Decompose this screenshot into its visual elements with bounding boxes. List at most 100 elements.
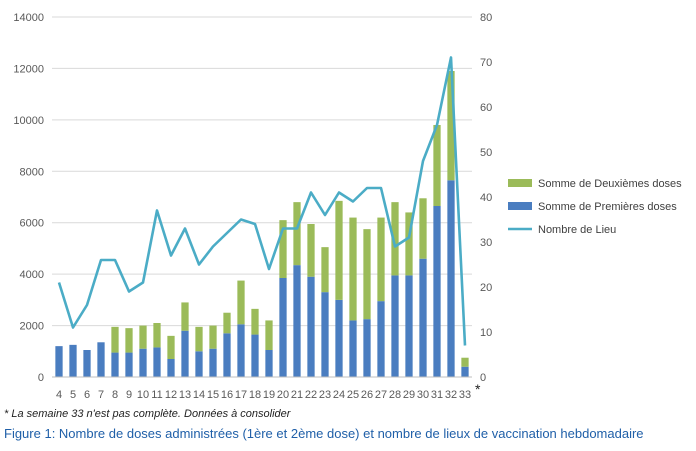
bar-premieres-doses <box>405 275 413 377</box>
bar-deuxiemes-doses <box>363 229 371 320</box>
y-tick-label: 14000 <box>13 12 44 24</box>
legend-swatch <box>508 202 532 210</box>
x-tick-label: 17 <box>235 389 247 401</box>
x-tick-label: 21 <box>291 389 303 401</box>
legend: Somme de Deuxièmes doses Somme de Premièr… <box>508 178 682 236</box>
y-tick-label: 2000 <box>20 321 44 333</box>
legend-label: Nombre de Lieu <box>538 224 616 236</box>
bar-premieres-doses <box>55 346 63 377</box>
figure-caption: Figure 1: Nombre de doses administrées (… <box>4 426 644 441</box>
bar-premieres-doses <box>97 342 105 377</box>
incomplete-week-marker: * <box>475 381 481 397</box>
x-tick-label: 16 <box>221 389 233 401</box>
bar-deuxiemes-doses <box>153 323 161 348</box>
bar-deuxiemes-doses <box>335 200 343 300</box>
y-tick-label: 6000 <box>20 218 44 230</box>
x-tick-label: 25 <box>347 389 359 401</box>
x-tick-label: 10 <box>137 389 149 401</box>
bar-premieres-doses <box>321 292 329 377</box>
bar-premieres-doses <box>83 350 91 377</box>
bar-deuxiemes-doses <box>251 308 259 335</box>
bar-premieres-doses <box>111 352 119 377</box>
legend-swatch <box>508 179 532 187</box>
bar-premieres-doses <box>391 275 399 377</box>
bar-deuxiemes-doses <box>433 125 441 206</box>
bar-deuxiemes-doses <box>125 328 133 353</box>
bar-premieres-doses <box>419 258 427 377</box>
x-tick-label: 9 <box>126 389 132 401</box>
bar-premieres-doses <box>447 180 455 377</box>
x-tick-label: 8 <box>112 389 118 401</box>
y2-tick-label: 60 <box>480 102 492 114</box>
bar-deuxiemes-doses <box>265 320 273 350</box>
x-tick-label: 12 <box>165 389 177 401</box>
bar-deuxiemes-doses <box>195 326 203 352</box>
y-tick-label: 8000 <box>20 166 44 178</box>
line-series <box>57 56 467 346</box>
x-tick-label: 24 <box>333 389 345 401</box>
x-tick-label: 7 <box>98 389 104 401</box>
bar-deuxiemes-doses <box>139 325 147 349</box>
bar-premieres-doses <box>195 351 203 377</box>
line-nombre-de-lieu <box>57 56 467 346</box>
legend-label: Somme de Premières doses <box>538 201 677 213</box>
x-tick-label: 18 <box>249 389 261 401</box>
y-tick-label: 12000 <box>13 63 44 75</box>
x-tick-label: 13 <box>179 389 191 401</box>
bar-deuxiemes-doses <box>223 312 231 334</box>
y2-tick-label: 80 <box>480 12 492 24</box>
x-tick-label: 31 <box>431 389 443 401</box>
y2-tick-label: 20 <box>480 282 492 294</box>
y2-tick-label: 30 <box>480 237 492 249</box>
bar-premieres-doses <box>349 320 357 377</box>
bar-premieres-doses <box>307 276 315 377</box>
bar-premieres-doses <box>139 348 147 377</box>
y2-tick-label: 40 <box>480 192 492 204</box>
bar-deuxiemes-doses <box>461 357 469 367</box>
y2-tick-label: 50 <box>480 147 492 159</box>
bar-deuxiemes-doses <box>377 217 385 302</box>
bar-premieres-doses <box>377 301 385 377</box>
x-tick-label: 22 <box>305 389 317 401</box>
x-tick-label: 30 <box>417 389 429 401</box>
x-tick-label: 29 <box>403 389 415 401</box>
x-tick-label: 20 <box>277 389 289 401</box>
bar-premieres-doses <box>181 330 189 377</box>
x-tick-label: 4 <box>56 389 62 401</box>
bar-premieres-doses <box>433 206 441 377</box>
legend-label: Somme de Deuxièmes doses <box>538 178 682 190</box>
right-axis-ticks: 0 10 20 30 40 50 60 70 80 <box>480 12 492 384</box>
bar-deuxiemes-doses <box>167 335 175 359</box>
bar-premieres-doses <box>461 366 469 377</box>
bar-deuxiemes-doses <box>419 198 427 259</box>
bar-deuxiemes-doses <box>293 202 301 266</box>
y2-tick-label: 0 <box>480 372 486 384</box>
x-tick-label: 26 <box>361 389 373 401</box>
x-tick-label: 23 <box>319 389 331 401</box>
bars <box>55 71 469 377</box>
bar-premieres-doses <box>69 344 77 377</box>
x-tick-label: 15 <box>207 389 219 401</box>
bar-deuxiemes-doses <box>279 220 287 278</box>
x-tick-label: 6 <box>84 389 90 401</box>
bar-premieres-doses <box>223 333 231 377</box>
y-tick-label: 0 <box>38 372 44 384</box>
bar-deuxiemes-doses <box>321 247 329 293</box>
bar-premieres-doses <box>293 265 301 377</box>
bar-deuxiemes-doses <box>391 202 399 276</box>
x-tick-label: 19 <box>263 389 275 401</box>
x-tick-label: 5 <box>70 389 76 401</box>
y2-tick-label: 10 <box>480 327 492 339</box>
bar-premieres-doses <box>279 278 287 377</box>
x-tick-label: 28 <box>389 389 401 401</box>
bar-premieres-doses <box>251 334 259 377</box>
bar-deuxiemes-doses <box>111 326 119 353</box>
footnote: * La semaine 33 n'est pas complète. Donn… <box>4 408 291 420</box>
x-axis-ticks: 4 5 6 7 8 9 10 11 12 13 14 15 16 17 18 19 20 21 22 23 24 25 26… <box>52 376 481 401</box>
bar-deuxiemes-doses <box>405 212 413 276</box>
y-tick-label: 10000 <box>13 115 44 127</box>
bar-premieres-doses <box>265 350 273 377</box>
bar-premieres-doses <box>363 319 371 377</box>
y2-tick-label: 70 <box>480 57 492 69</box>
bar-premieres-doses <box>237 324 245 377</box>
